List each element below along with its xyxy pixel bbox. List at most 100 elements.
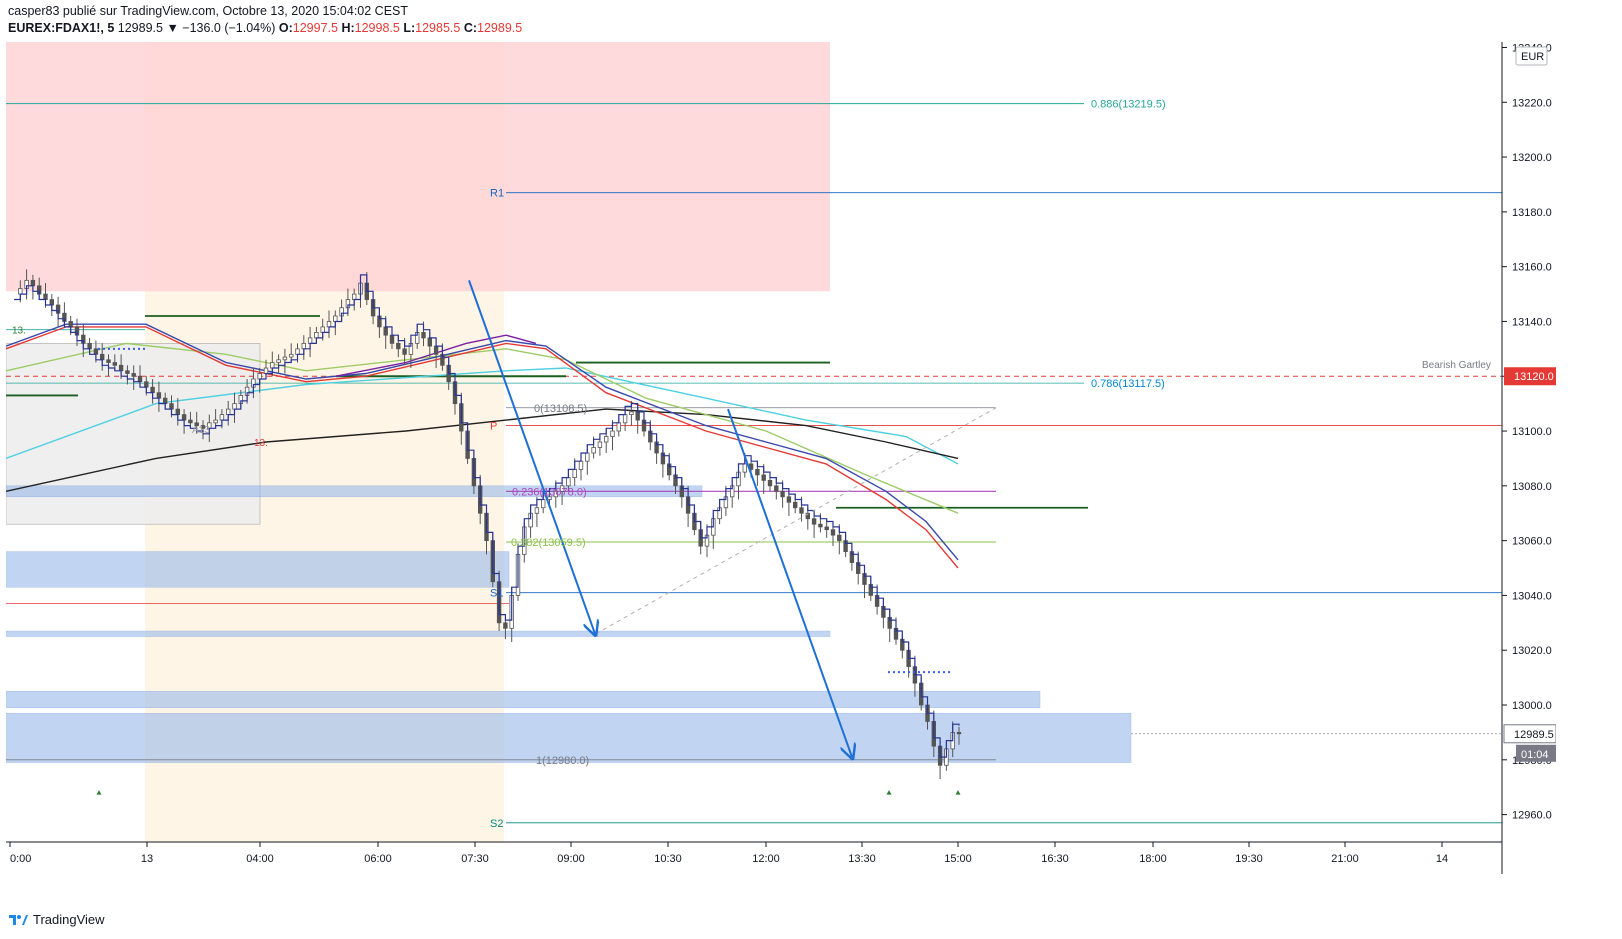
candle [786, 496, 792, 503]
pattern-point-label: A13 [192, 425, 210, 436]
candle [421, 332, 426, 339]
candle [200, 425, 206, 429]
ema-black [5, 408, 959, 492]
fib-label: 1(12980.0) [536, 755, 589, 767]
price-tick-label: 13220.0 [1512, 97, 1552, 109]
candle [824, 526, 829, 531]
candle [49, 299, 54, 306]
candle [314, 332, 319, 339]
candle [295, 348, 300, 355]
fib-label: 0.236(13078.0) [512, 486, 587, 498]
count-label: 13. [12, 326, 26, 337]
candle [68, 321, 73, 328]
time-tick-label: 13:30 [848, 853, 876, 865]
high-value: 12998.5 [354, 21, 400, 35]
ema-purple [335, 334, 537, 377]
candle [288, 353, 294, 358]
candle [774, 485, 779, 492]
candle [263, 367, 269, 374]
candle [837, 534, 842, 542]
candle [18, 288, 23, 295]
time-tick-label: 04:00 [246, 853, 274, 865]
candle [578, 460, 584, 470]
time-tick-label: 15:00 [944, 853, 972, 865]
low-value: 12985.5 [415, 21, 461, 35]
alert-price-badge [1504, 367, 1556, 386]
candle [333, 315, 338, 322]
last-price: 12989.5 [117, 21, 163, 35]
signal-triangle [886, 790, 892, 795]
currency-label: EUR [1521, 51, 1544, 63]
open-label: O: [278, 21, 293, 35]
candle [225, 408, 231, 416]
candle [282, 356, 288, 361]
candle [257, 373, 262, 380]
candle [767, 479, 773, 487]
price-tick-label: 13080.0 [1512, 481, 1552, 493]
fib-label: 0.382(13059.5) [511, 537, 586, 549]
candle [131, 373, 136, 377]
candle [799, 507, 804, 514]
time-tick-label: 19:30 [1235, 853, 1263, 865]
price-tick-label: 12960.0 [1512, 810, 1552, 822]
candle [93, 348, 99, 355]
time-tick-label: 10:30 [654, 853, 682, 865]
close-label: C: [463, 21, 478, 35]
candle [270, 362, 275, 369]
candle [326, 321, 332, 328]
price-tick-label: 13020.0 [1512, 645, 1552, 657]
count-label: 13. [254, 438, 268, 449]
candle [100, 353, 105, 361]
ema-red [5, 326, 959, 569]
candle [219, 414, 225, 421]
candle [106, 359, 111, 363]
alert-price-text: 13120.0 [1514, 371, 1554, 383]
range-box [5, 343, 261, 525]
candle [610, 430, 615, 437]
candle [755, 468, 760, 476]
price-tick-label: 13100.0 [1512, 426, 1552, 438]
candle [213, 419, 218, 424]
price-tick-label: 13140.0 [1512, 316, 1552, 328]
chart-area[interactable]: 0.886(13219.5) 0.786(13117.5) 0(13108.5) 0.… [5, 42, 1557, 874]
candle [780, 490, 785, 498]
pivot-label: P [490, 421, 497, 433]
candle [169, 403, 174, 410]
candle [534, 507, 540, 514]
time-tick-label: 18:00 [1139, 853, 1167, 865]
candle [320, 326, 325, 333]
candle [351, 293, 357, 300]
candle [137, 375, 143, 383]
publish-info: casper83 publié sur TradingView.com, Oct… [8, 4, 408, 18]
tradingview-logo: TradingView [8, 912, 105, 927]
candle [118, 364, 124, 372]
candle [87, 342, 92, 350]
candle [232, 403, 237, 410]
candle [194, 422, 199, 426]
candle [175, 408, 180, 416]
price-tick-label: 13160.0 [1512, 262, 1552, 274]
price-chart[interactable]: 0.886(13219.5) 0.786(13117.5) 0(13108.5) 0.… [5, 42, 1557, 874]
candle [181, 414, 187, 421]
time-tick-label: 07:30 [461, 853, 489, 865]
candle [503, 622, 508, 629]
candle [811, 518, 817, 525]
time-tick-label: 13 [141, 853, 153, 865]
countdown-text: 01:04 [1521, 749, 1549, 761]
candle [622, 414, 628, 424]
price-tick-label: 13180.0 [1512, 207, 1552, 219]
ema-green [5, 342, 959, 514]
symbol-info: EUREX:FDAX1!, 5 12989.5 ▼ −136.0 (−1.04%… [8, 21, 522, 35]
candle [616, 422, 621, 432]
candle [396, 342, 401, 350]
demand-zone [5, 691, 1041, 709]
candle [742, 463, 747, 473]
pivot-label: S1 [490, 588, 503, 600]
candle [818, 523, 823, 528]
time-tick-label: 12:00 [752, 853, 780, 865]
price-tick-label: 13000.0 [1512, 700, 1552, 712]
pattern-name-label: Bearish Gartley [1422, 360, 1491, 371]
tradingview-logo-icon [9, 915, 28, 925]
time-tick-label: 06:00 [364, 853, 392, 865]
trend-step-line [14, 274, 960, 758]
